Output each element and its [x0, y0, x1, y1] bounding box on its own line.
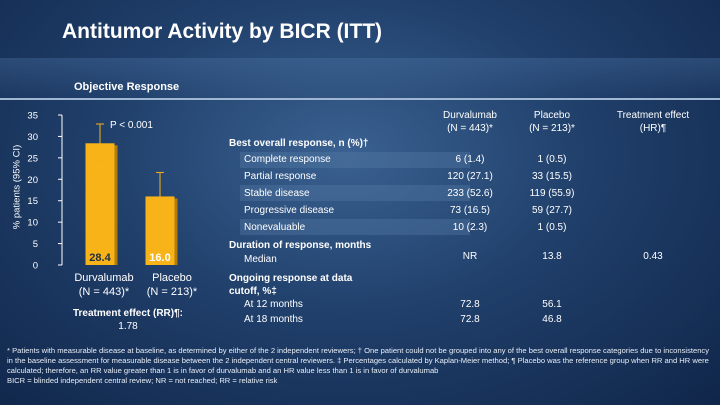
footnote-line1: * Patients with measurable disease at ba… [7, 346, 710, 375]
ongoing-title-line2: cutoff, %‡ [229, 286, 277, 297]
row-label: Stable disease [244, 188, 310, 199]
category-label-durvalumab: Durvalumab (N = 443)* [64, 271, 144, 299]
category-1-line1: Durvalumab [74, 272, 134, 284]
column-header-durvalumab: Durvalumab (N = 443)* [420, 109, 520, 135]
row-shade [240, 152, 470, 168]
row-label: Complete response [244, 154, 331, 165]
duration-median-label: Median [244, 254, 277, 265]
duration-durvalumab-value: NR [462, 251, 478, 262]
placebo-value: 1 (0.5) [537, 222, 567, 233]
duration-hr-value: 0.43 [643, 251, 663, 262]
durvalumab-value: 233 (52.6) [447, 188, 493, 199]
ongoing-18-months-durvalumab: 72.8 [460, 314, 480, 325]
bar-shadow [174, 198, 178, 265]
row-shade [240, 219, 470, 235]
column-header-durvalumab-line1: Durvalumab [443, 110, 497, 121]
ongoing-12-months-label: At 12 months [244, 299, 303, 310]
ongoing-18-months-label: At 18 months [244, 314, 303, 325]
column-header-effect-line1: Treatment effect [616, 110, 690, 121]
durvalumab-value: 10 (2.3) [452, 222, 488, 233]
placebo-value: 33 (15.5) [531, 171, 573, 182]
placebo-value: 119 (55.9) [529, 188, 575, 199]
footnotes: * Patients with measurable disease at ba… [7, 346, 715, 386]
column-header-effect-line2: (HR)¶ [639, 123, 667, 134]
row-shade [240, 185, 470, 201]
ongoing-12-months-placebo: 56.1 [542, 299, 562, 310]
bar-value-label: 16.0 [149, 252, 170, 264]
y-tick-label: 15 [27, 196, 38, 207]
objective-response-chart: 0 5 10 15 20 25 30 35 28.4 16.0 [27, 111, 178, 272]
category-2-line2: (N = 213)* [146, 286, 198, 298]
row-label: Progressive disease [244, 205, 335, 216]
y-tick-label: 25 [27, 153, 38, 164]
durvalumab-value: 120 (27.1) [447, 171, 493, 182]
y-tick-label: 35 [27, 111, 38, 122]
treatment-effect-rr-value: 1.78 [118, 321, 138, 332]
y-tick-label: 10 [27, 218, 38, 229]
footnote-line2: BICR = blinded independent central revie… [7, 376, 278, 385]
section-title: Objective Response [74, 81, 180, 93]
p-value-annotation: P < 0.001 [110, 120, 153, 131]
placebo-value: 1 (0.5) [537, 154, 567, 165]
durvalumab-value: 73 (16.5) [449, 205, 491, 216]
column-header-placebo: Placebo (N = 213)* [502, 109, 602, 135]
category-label-placebo: Placebo (N = 213)* [132, 271, 212, 299]
durvalumab-value: 6 (1.4) [455, 154, 485, 165]
slide-title: Antitumor Activity by BICR (ITT) [62, 20, 383, 43]
placebo-value: 59 (27.7) [531, 205, 573, 216]
treatment-effect-rr: Treatment effect (RR)¶: 1.78 [62, 307, 194, 333]
best-response-title: Best overall response, n (%)† [229, 138, 369, 149]
ongoing-12-months-durvalumab: 72.8 [460, 299, 480, 310]
duration-title: Duration of response, months [229, 240, 372, 251]
column-header-durvalumab-line2: (N = 443)* [447, 123, 493, 134]
category-2-line1: Placebo [152, 272, 192, 284]
column-header-placebo-line2: (N = 213)* [529, 123, 575, 134]
bar-value-label: 28.4 [89, 252, 111, 264]
column-header-treatment-effect: Treatment effect (HR)¶ [603, 109, 703, 135]
y-tick-label: 0 [33, 261, 38, 272]
ongoing-title-line1: Ongoing response at data [229, 273, 353, 284]
row-label: Partial response [244, 171, 317, 182]
treatment-effect-rr-label: Treatment effect (RR)¶: [72, 308, 184, 319]
bar [85, 143, 115, 265]
column-header-placebo-line1: Placebo [533, 110, 571, 121]
y-tick-label: 20 [27, 175, 38, 186]
header-band [0, 58, 720, 100]
category-1-line2: (N = 443)* [78, 286, 130, 298]
y-tick-label: 30 [27, 132, 38, 143]
y-tick-label: 5 [33, 239, 38, 250]
row-label: Nonevaluable [244, 222, 306, 233]
ongoing-18-months-placebo: 46.8 [542, 314, 562, 325]
duration-placebo-value: 13.8 [542, 251, 562, 262]
bar-shadow [114, 145, 118, 265]
